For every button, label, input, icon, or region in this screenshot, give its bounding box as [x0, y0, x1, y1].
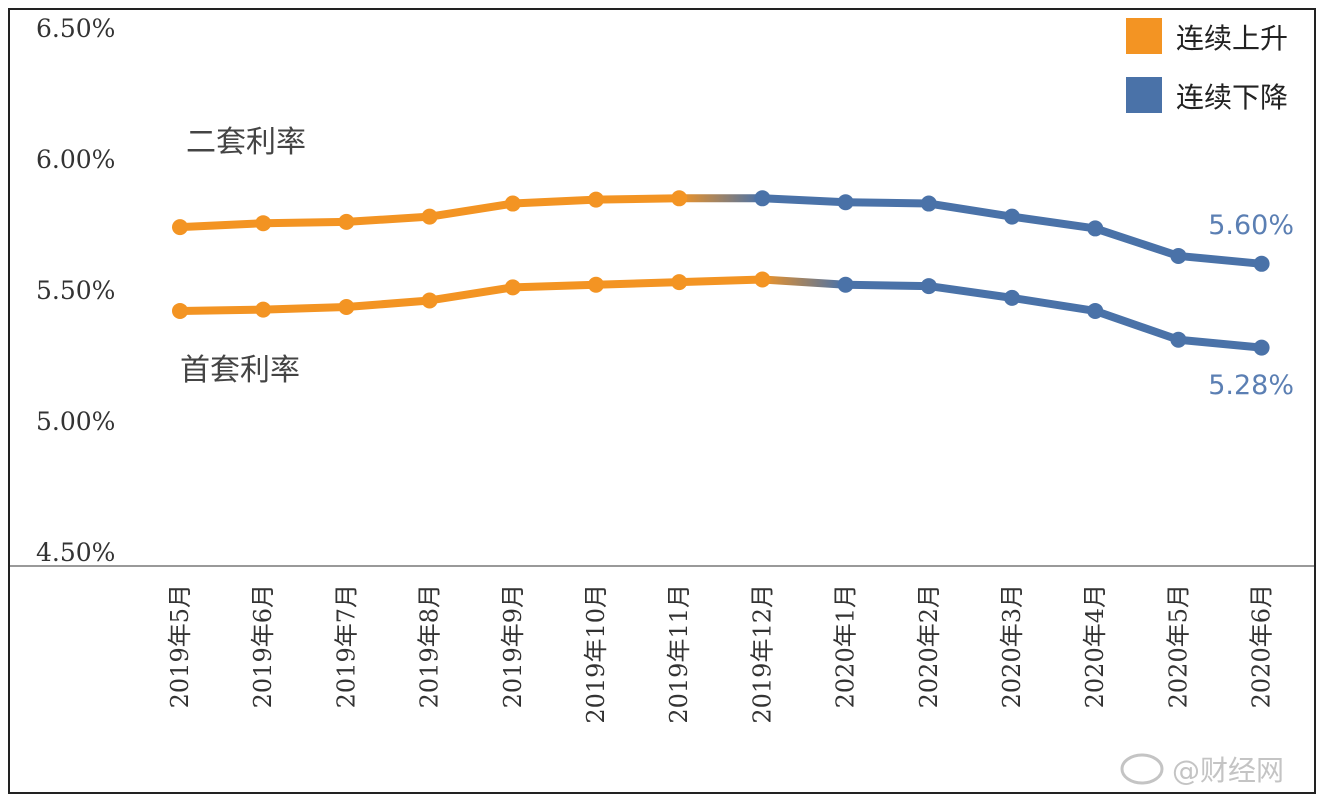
series-line-segment	[924, 199, 1016, 221]
data-point	[671, 190, 688, 207]
x-tick-label: 2019年10月	[582, 584, 610, 724]
data-point	[172, 302, 188, 319]
series-line-segment	[342, 296, 434, 312]
x-tick-label: 2020年5月	[1164, 584, 1192, 708]
data-point	[172, 219, 188, 236]
x-tick-label: 2019年12月	[748, 584, 776, 724]
x-tick-label: 2019年8月	[416, 584, 444, 708]
data-point	[920, 278, 937, 295]
series-line-segment	[841, 280, 933, 291]
x-tick-label: 2020年2月	[915, 584, 943, 708]
series-line-segment	[1008, 293, 1100, 315]
data-point	[1253, 339, 1270, 356]
series-line-segment	[758, 275, 850, 289]
y-tick-label: 5.00%	[36, 407, 115, 436]
legend: 连续上升 连续下降	[1126, 18, 1288, 114]
series-line-segment	[259, 217, 351, 228]
data-point	[1170, 247, 1187, 264]
data-point	[504, 195, 521, 212]
data-point	[1004, 289, 1020, 306]
x-tick-label: 2020年3月	[998, 584, 1026, 708]
data-point	[837, 194, 854, 211]
end-label-first-home: 5.28%	[1208, 370, 1294, 401]
series-line-segment	[841, 198, 933, 208]
watermark: @财经网	[1120, 753, 1284, 787]
legend-label-falling: 连续下降	[1176, 81, 1288, 114]
series-line-segment	[758, 194, 850, 207]
data-point	[421, 292, 438, 309]
data-point	[255, 215, 272, 232]
series-line-segment	[176, 219, 268, 232]
series-label-first-home: 首套利率	[180, 353, 300, 388]
data-point	[1087, 220, 1104, 237]
x-tick-label: 2019年5月	[166, 584, 194, 708]
series-line-segment	[675, 275, 767, 287]
data-point	[1253, 255, 1270, 272]
data-point	[255, 301, 272, 318]
weibo-logo-icon	[1120, 753, 1164, 785]
series-line-segment	[259, 303, 351, 314]
series-label-second-home: 二套利率	[186, 125, 306, 160]
end-label-second-home: 5.60%	[1208, 210, 1294, 241]
x-tick-label: 2019年11月	[665, 584, 693, 724]
series-line-segment	[1174, 335, 1266, 352]
x-tick-label: 2019年9月	[499, 584, 527, 708]
data-point	[754, 271, 771, 288]
series-line-segment	[1174, 251, 1266, 268]
chart-frame	[8, 8, 1316, 794]
data-point	[338, 213, 355, 230]
y-tick-label: 4.50%	[36, 538, 115, 567]
data-point	[1004, 208, 1020, 225]
x-tick-label: 2020年1月	[832, 584, 860, 708]
series-line-segment	[425, 283, 517, 305]
legend-swatch-rising	[1126, 18, 1162, 54]
watermark-text: @财经网	[1172, 754, 1284, 787]
x-tick-label: 2020年4月	[1081, 584, 1109, 708]
x-tick-label: 2019年7月	[332, 584, 360, 708]
data-point	[504, 279, 521, 296]
y-tick-label: 6.50%	[36, 14, 115, 43]
series-line-segment	[508, 280, 600, 292]
series-line-segment	[924, 282, 1016, 302]
series-line-segment	[592, 278, 684, 289]
data-point	[1087, 302, 1104, 319]
data-point	[338, 299, 355, 316]
data-point	[920, 195, 937, 212]
y-tick-label: 5.50%	[36, 276, 115, 305]
series-line-segment	[342, 212, 434, 226]
series-line-segment	[1091, 306, 1183, 344]
data-point	[421, 208, 438, 225]
series-line-segment	[176, 305, 268, 315]
x-tick-label: 2019年6月	[249, 584, 277, 708]
data-point	[671, 274, 688, 291]
series-line-segment	[592, 194, 684, 204]
x-tick-label: 2020年6月	[1248, 584, 1276, 708]
series-line-segment	[1008, 212, 1100, 233]
data-point	[588, 191, 604, 208]
series-line-segment	[508, 195, 600, 208]
series-line-segment	[425, 199, 517, 221]
data-point	[754, 190, 771, 207]
legend-label-rising: 连续上升	[1176, 22, 1288, 55]
data-point	[1170, 331, 1187, 348]
legend-swatch-falling	[1126, 77, 1162, 113]
data-point	[837, 276, 854, 293]
series-line-segment	[1091, 224, 1183, 260]
y-tick-label: 6.00%	[36, 145, 115, 174]
data-point	[588, 276, 604, 293]
